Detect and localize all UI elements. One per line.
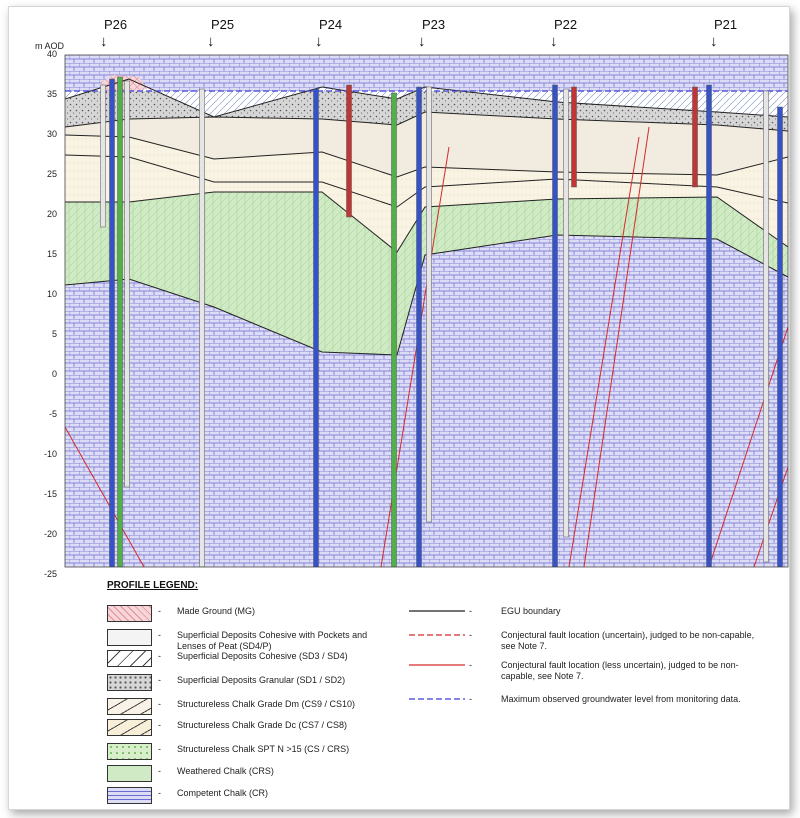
profile-label: P23 <box>422 17 446 32</box>
figure-frame: m AOD 40 35 30 25 20 15 10 5 0 -5 -10 -15 -20 -25 P26… <box>8 6 790 810</box>
legend-unit-label: Structureless Chalk SPT N >15 (CS / CRS) <box>177 744 350 754</box>
profile-label: P25 <box>211 17 235 32</box>
legend-line-label: Conjectural fault location (less uncerta… <box>501 660 739 681</box>
legend-dash: - <box>158 606 161 616</box>
legend-swatch <box>107 698 152 715</box>
y-tick-label: 15 <box>46 249 57 259</box>
profile-arrow-icon: ↓ <box>315 33 323 50</box>
legend-unit-label: Structureless Chalk Grade Dc (CS7 / CS8) <box>177 720 348 730</box>
borehole-column <box>100 84 106 228</box>
y-tick-label: 0 <box>51 369 57 379</box>
legend-line-label: EGU boundary <box>501 606 561 616</box>
egu-boundary-line <box>65 111 788 132</box>
groundwater-zone <box>65 79 788 117</box>
legend-dash: - <box>158 766 161 776</box>
profile-arrow-icon: ↓ <box>207 33 215 50</box>
legend-unit-label: Made Ground (MG) <box>177 606 256 616</box>
legend-swatch <box>107 765 152 782</box>
y-tick-label: -10 <box>43 449 57 459</box>
egu-boundary-line <box>65 134 788 178</box>
y-tick-label: 20 <box>46 209 57 219</box>
legend-unit-label: Superficial Deposits Granular (SD1 / SD2… <box>177 675 346 685</box>
legend-swatch <box>107 605 152 622</box>
legend-swatch <box>107 650 152 667</box>
profile-label: P26 <box>104 17 128 32</box>
borehole-column <box>117 76 123 567</box>
legend-line-sample <box>409 634 465 636</box>
borehole-column <box>109 78 115 567</box>
profile-arrow-icon: ↓ <box>550 33 558 50</box>
legend-dash: - <box>158 675 161 685</box>
legend-swatch <box>107 719 152 736</box>
legend-unit-label: Structureless Chalk Grade Dm (CS9 / CS10… <box>177 699 356 709</box>
legend-dash: - <box>158 744 161 754</box>
y-tick-label: 5 <box>51 329 57 339</box>
legend-line-sample <box>409 698 465 700</box>
fault-line <box>65 426 145 567</box>
borehole-column <box>346 84 352 218</box>
geological-cross-section <box>64 54 789 568</box>
borehole-column <box>313 88 319 567</box>
y-tick-label: 35 <box>46 89 57 99</box>
profile-label: P21 <box>714 17 738 32</box>
profile-label: P22 <box>554 17 578 32</box>
legend-title: PROFILE LEGEND: <box>107 580 199 591</box>
borehole-column <box>416 86 422 567</box>
borehole-column <box>706 84 712 567</box>
legend-dash: - <box>158 630 161 640</box>
legend-line-sample <box>409 664 465 666</box>
fault-line <box>583 126 650 567</box>
fault-line <box>568 136 640 567</box>
egu-boundary-line <box>65 78 788 118</box>
egu-boundary-line <box>65 191 788 253</box>
y-axis-title: m AOD <box>35 41 65 51</box>
borehole-column <box>124 80 130 488</box>
legend-dash: - <box>469 630 472 640</box>
egu-boundary-line <box>65 154 788 208</box>
legend-unit-label: Superficial Deposits Cohesive (SD3 / SD4… <box>177 651 348 661</box>
legend-unit-label: Superficial Deposits Cohesive with Pocke… <box>177 630 368 651</box>
legend-line-sample <box>409 610 465 612</box>
fault-line <box>708 326 788 567</box>
profile-arrow-icon: ↓ <box>710 33 718 50</box>
y-tick-label: 10 <box>46 289 57 299</box>
borehole-column <box>426 86 432 523</box>
profile-label: P24 <box>319 17 343 32</box>
borehole-column <box>571 86 577 188</box>
legend-line-label: Maximum observed groundwater level from … <box>501 694 741 704</box>
legend-dash: - <box>158 788 161 798</box>
borehole-column <box>199 88 205 567</box>
y-tick-label: -20 <box>43 529 57 539</box>
profile-arrow-icon: ↓ <box>100 33 108 50</box>
borehole-column <box>763 90 769 563</box>
legend-swatch <box>107 743 152 760</box>
y-tick-label: -25 <box>43 569 57 579</box>
legend-swatch <box>107 674 152 691</box>
legend-dash: - <box>158 699 161 709</box>
profile-arrow-icon: ↓ <box>418 33 426 50</box>
legend-dash: - <box>158 651 161 661</box>
weathered-chalk-layer <box>65 192 788 355</box>
legend-dash: - <box>158 720 161 730</box>
y-tick-label: 40 <box>46 49 57 59</box>
egu-boundary-line <box>65 234 788 356</box>
y-tick-label: -5 <box>48 409 57 419</box>
plot-border <box>64 54 789 568</box>
legend-line-label: Conjectural fault location (uncertain), … <box>501 630 755 651</box>
legend-unit-label: Weathered Chalk (CRS) <box>177 766 274 776</box>
borehole-column <box>391 92 397 567</box>
borehole-column <box>563 88 569 538</box>
y-tick-label: 30 <box>46 129 57 139</box>
legend-dash: - <box>469 660 472 670</box>
legend-swatch <box>107 787 152 804</box>
legend-dash: - <box>469 606 472 616</box>
borehole-column <box>692 86 698 188</box>
borehole-column <box>552 84 558 567</box>
y-tick-label: -15 <box>43 489 57 499</box>
y-tick-label: 25 <box>46 169 57 179</box>
legend-swatch <box>107 629 152 646</box>
borehole-column <box>777 106 783 567</box>
legend-unit-label: Competent Chalk (CR) <box>177 788 269 798</box>
legend-dash: - <box>469 694 472 704</box>
